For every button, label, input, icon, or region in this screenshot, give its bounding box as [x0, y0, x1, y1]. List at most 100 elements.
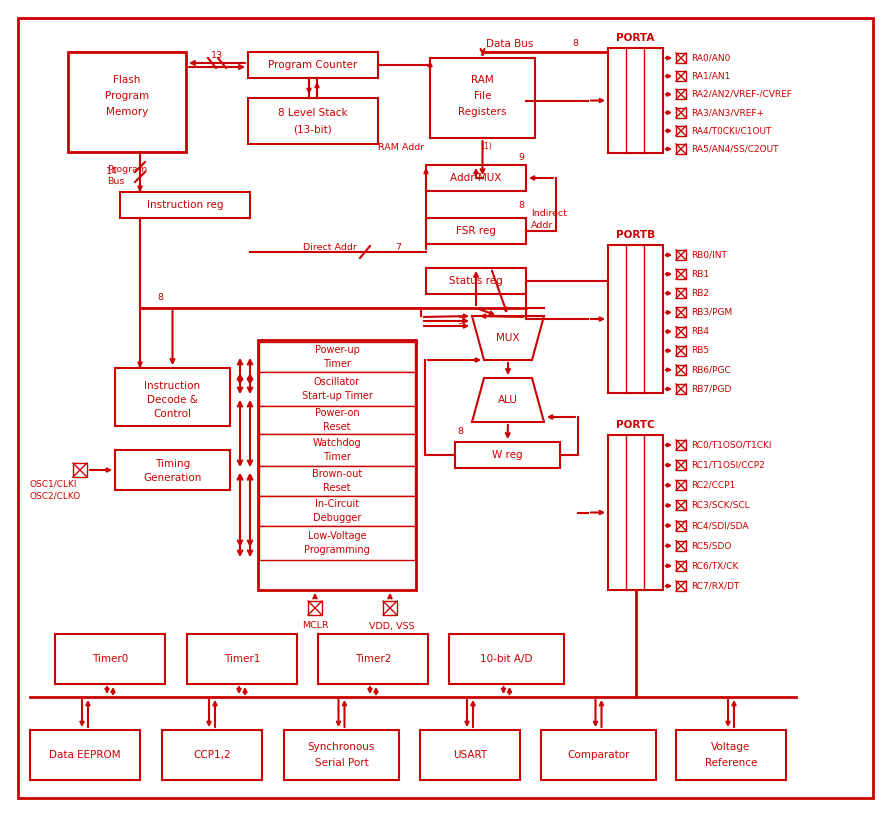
- Text: RB4: RB4: [691, 327, 709, 336]
- Text: RC7/RX/DT: RC7/RX/DT: [691, 581, 740, 591]
- Text: Indirect: Indirect: [531, 209, 567, 218]
- Text: Oscillator: Oscillator: [314, 377, 360, 387]
- Bar: [676, 540, 686, 551]
- Text: Instruction: Instruction: [144, 381, 200, 391]
- Text: Serial Port: Serial Port: [315, 758, 368, 768]
- Bar: [676, 327, 686, 337]
- Bar: [676, 500, 686, 510]
- Bar: [676, 460, 686, 470]
- Text: Reference: Reference: [705, 758, 757, 768]
- Text: (13-bit): (13-bit): [294, 124, 332, 134]
- Text: PORTA: PORTA: [617, 33, 655, 43]
- Text: RC6/TX/CK: RC6/TX/CK: [691, 562, 739, 570]
- Text: RC4/SDI/SDA: RC4/SDI/SDA: [691, 521, 748, 530]
- Text: CCP1,2: CCP1,2: [193, 750, 231, 760]
- Bar: [676, 250, 686, 260]
- Text: Debugger: Debugger: [313, 513, 361, 523]
- Text: Synchronous: Synchronous: [307, 742, 375, 752]
- Text: MCLR: MCLR: [302, 622, 328, 631]
- Bar: [120, 192, 250, 218]
- Bar: [259, 466, 415, 496]
- Bar: [676, 90, 686, 99]
- Bar: [259, 372, 415, 406]
- Bar: [676, 581, 686, 591]
- Bar: [676, 126, 686, 136]
- Text: Timing: Timing: [155, 459, 190, 469]
- Bar: [676, 480, 686, 491]
- Bar: [248, 98, 378, 144]
- Text: In-Circuit: In-Circuit: [315, 499, 359, 509]
- Bar: [30, 730, 140, 780]
- Bar: [68, 52, 186, 152]
- Text: RA1/AN1: RA1/AN1: [691, 72, 731, 81]
- Text: Reset: Reset: [323, 422, 351, 432]
- Text: Bus: Bus: [107, 178, 125, 187]
- Text: Status reg: Status reg: [449, 276, 503, 286]
- Bar: [248, 52, 378, 78]
- Text: 9: 9: [518, 152, 524, 161]
- Bar: [162, 730, 262, 780]
- Text: Reset: Reset: [323, 483, 351, 493]
- Bar: [420, 730, 520, 780]
- Bar: [73, 463, 87, 477]
- Text: RA3/AN3/VREF+: RA3/AN3/VREF+: [691, 108, 764, 117]
- Text: 8 Level Stack: 8 Level Stack: [278, 108, 347, 118]
- Text: 8: 8: [157, 293, 163, 302]
- Text: Addr: Addr: [531, 222, 553, 231]
- Bar: [430, 58, 535, 138]
- Bar: [449, 634, 564, 684]
- Bar: [259, 526, 415, 560]
- Text: Timer2: Timer2: [355, 654, 391, 664]
- Text: Timer1: Timer1: [224, 654, 260, 664]
- Bar: [676, 384, 686, 394]
- Bar: [608, 435, 663, 590]
- Text: RB7/PGD: RB7/PGD: [691, 385, 732, 394]
- Text: Timer: Timer: [323, 359, 351, 369]
- Text: RB1: RB1: [691, 270, 709, 279]
- Text: RAM: RAM: [471, 75, 494, 85]
- Text: Programming: Programming: [304, 545, 370, 555]
- Text: MUX: MUX: [496, 333, 519, 343]
- Text: 10-bit A/D: 10-bit A/D: [480, 654, 533, 664]
- Text: Power-on: Power-on: [315, 408, 359, 418]
- Polygon shape: [472, 378, 544, 422]
- Text: RA0/AN0: RA0/AN0: [691, 54, 731, 63]
- Bar: [259, 496, 415, 526]
- Bar: [426, 268, 526, 294]
- Text: RB0/INT: RB0/INT: [691, 250, 727, 259]
- Bar: [541, 730, 656, 780]
- Text: OSC2/CLKO: OSC2/CLKO: [30, 491, 81, 500]
- Text: Voltage: Voltage: [711, 742, 750, 752]
- Bar: [259, 434, 415, 466]
- Bar: [426, 165, 526, 191]
- Bar: [318, 634, 428, 684]
- Text: RB2: RB2: [691, 289, 709, 297]
- Bar: [259, 406, 415, 434]
- Bar: [426, 218, 526, 244]
- Text: PORTC: PORTC: [616, 420, 655, 430]
- Text: Program: Program: [107, 165, 147, 174]
- Text: FSR reg: FSR reg: [456, 226, 496, 236]
- Bar: [676, 289, 686, 298]
- Text: 14: 14: [106, 168, 118, 177]
- Text: VDD, VSS: VDD, VSS: [369, 622, 414, 631]
- Text: Control: Control: [153, 409, 192, 419]
- Bar: [676, 53, 686, 63]
- Text: 13: 13: [211, 51, 223, 59]
- Bar: [259, 342, 415, 372]
- Bar: [676, 730, 786, 780]
- Text: Addr MUX: Addr MUX: [450, 173, 502, 183]
- Bar: [187, 634, 297, 684]
- Text: 7: 7: [395, 244, 401, 253]
- Text: RC3/SCK/SCL: RC3/SCK/SCL: [691, 501, 749, 510]
- Bar: [676, 307, 686, 317]
- Polygon shape: [472, 316, 544, 360]
- Text: RA2/AN2/VREF-/CVREF: RA2/AN2/VREF-/CVREF: [691, 90, 792, 99]
- Text: PORTB: PORTB: [616, 230, 655, 240]
- Text: (1): (1): [481, 143, 492, 152]
- Bar: [115, 368, 230, 426]
- Text: Memory: Memory: [106, 107, 148, 117]
- Bar: [676, 144, 686, 154]
- Bar: [608, 245, 663, 393]
- Bar: [608, 48, 663, 153]
